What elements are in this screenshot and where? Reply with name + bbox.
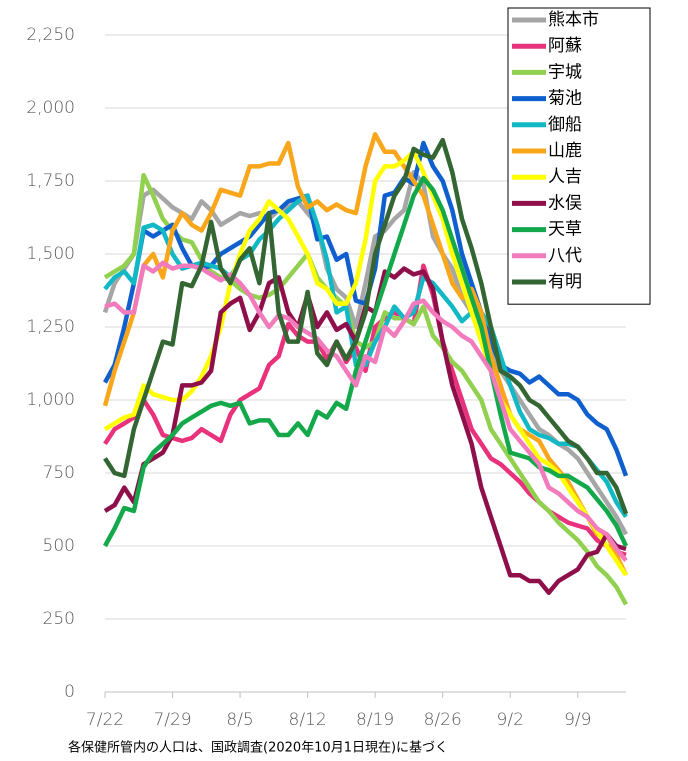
y-tick-label: 1,500 — [26, 244, 75, 264]
legend-label: 人吉 — [548, 167, 582, 187]
x-tick-label: 9/2 — [497, 710, 524, 730]
x-tick-label: 7/29 — [153, 710, 191, 730]
legend-label: 宇城 — [548, 62, 582, 82]
legend-label: 八代 — [548, 246, 582, 266]
legend-label: 菊池 — [548, 89, 582, 109]
x-tick-label: 8/19 — [356, 710, 394, 730]
series-line — [104, 260, 628, 563]
y-tick-label: 2,250 — [26, 25, 75, 45]
footnote: 各保健所管内の人口は、国政調査(2020年10月1日現在)に基づく — [68, 740, 448, 756]
legend-label: 有明 — [548, 272, 582, 292]
x-tick-label: 9/9 — [564, 710, 591, 730]
legend-label: 阿蘇 — [548, 36, 582, 56]
series-line — [102, 169, 628, 536]
legend-label: 熊本市 — [548, 10, 599, 30]
y-tick-label: 0 — [64, 682, 75, 702]
series-line — [103, 137, 629, 515]
y-tick-label: 1,000 — [26, 390, 75, 410]
y-tick-label: 500 — [43, 536, 75, 556]
series-line — [103, 149, 628, 577]
y-tick-label: 250 — [43, 609, 75, 629]
legend-label: 山鹿 — [548, 141, 582, 161]
legend-label: 御船 — [548, 115, 582, 135]
x-tick-label: 8/26 — [424, 710, 462, 730]
x-tick-label: 8/12 — [289, 710, 327, 730]
legend-label: 天草 — [548, 220, 582, 240]
y-tick-label: 1,750 — [26, 171, 75, 191]
x-tick-label: 7/22 — [86, 710, 124, 730]
x-tick-label: 8/5 — [226, 710, 253, 730]
y-tick-label: 1,250 — [26, 317, 75, 337]
legend-label: 水俣 — [548, 193, 582, 213]
y-tick-label: 750 — [43, 463, 75, 483]
series-line — [102, 132, 629, 577]
y-tick-label: 2,000 — [26, 98, 75, 118]
grid — [105, 34, 626, 620]
